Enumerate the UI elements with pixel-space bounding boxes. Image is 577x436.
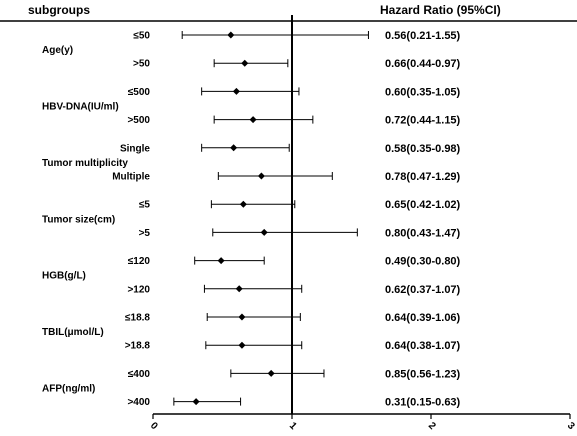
forest-row: >400 0.31(0.15-0.63) [127,397,460,409]
x-tick-label: 1 [287,420,299,432]
subgroup-label: ≤18.8 [125,313,150,324]
forest-row: >120 0.62(0.37-1.07) [127,284,460,296]
subgroup-label: ≤5 [139,200,150,211]
hr-point [249,116,257,124]
hr-value-label: 0.56(0.21-1.55) [385,30,461,42]
hr-point [257,172,265,180]
hr-point [238,341,246,349]
group-label: HGB(g/L) [42,271,86,282]
subgroup-label: ≤120 [128,256,151,267]
hr-value-label: 0.62(0.37-1.07) [385,284,461,296]
forest-row: ≤400 0.85(0.56-1.23) [128,368,461,380]
forest-rows: ≤50 0.56(0.21-1.55) >50 0.66(0.44-0.97) ≤500… [112,30,460,409]
subgroup-label: ≤400 [128,369,151,380]
hr-value-label: 0.60(0.35-1.05) [385,86,461,98]
subgroup-label: >50 [133,59,150,70]
subgroup-label: >18.8 [125,341,151,352]
forest-row: ≤5 0.65(0.42-1.02) [139,199,461,211]
forest-row: Single 0.58(0.35-0.98) [120,143,461,155]
forest-row: ≤500 0.60(0.35-1.05) [128,86,461,98]
hr-value-label: 0.80(0.43-1.47) [385,227,461,239]
forest-row: ≤50 0.56(0.21-1.55) [133,30,460,42]
hr-value-label: 0.85(0.56-1.23) [385,368,461,380]
hr-value-label: 0.78(0.47-1.29) [385,171,461,183]
group-label: Age(y) [42,45,73,56]
hr-point [232,87,240,95]
hr-point [227,31,235,39]
hr-value-label: 0.64(0.39-1.06) [385,312,461,324]
hr-point [241,59,249,67]
subgroup-label: Multiple [112,172,150,183]
x-tick-label: 3 [565,420,577,432]
group-label: HBV-DNA(IU/ml) [42,102,119,113]
group-label: TBIL(μmol/L) [42,327,104,338]
forest-row: Multiple 0.78(0.47-1.29) [112,171,460,183]
hazard-ratio-header: Hazard Ratio (95%CI) [380,3,501,17]
forest-row: ≤18.8 0.64(0.39-1.06) [125,312,461,324]
hr-point [239,200,247,208]
group-label: Tumor size(cm) [42,214,115,225]
hr-point [260,228,268,236]
subgroup-label: >5 [139,228,151,239]
forest-row: >500 0.72(0.44-1.15) [127,115,460,127]
hr-value-label: 0.64(0.38-1.07) [385,340,461,352]
hr-point [217,257,225,265]
subgroup-label: >500 [127,115,150,126]
subgroup-label: >400 [127,397,150,408]
hr-point [192,398,200,406]
subgroups-header: subgroups [28,3,90,17]
subgroup-label: ≤500 [128,87,151,98]
group-label: Tumor multiplicity [42,158,128,169]
x-tick-label: 0 [148,420,160,432]
forest-row: >18.8 0.64(0.38-1.07) [125,340,461,352]
subgroup-label: Single [120,143,150,154]
hr-value-label: 0.65(0.42-1.02) [385,199,461,211]
x-tick-label: 2 [426,420,438,432]
hr-point [230,144,238,152]
x-axis: 0 1 2 3 [148,15,577,432]
group-label: AFP(ng/ml) [42,384,95,395]
hr-value-label: 0.31(0.15-0.63) [385,397,461,409]
hr-point [235,285,243,293]
forest-row: >5 0.80(0.43-1.47) [139,227,461,239]
hr-value-label: 0.72(0.44-1.15) [385,115,461,127]
group-labels: Age(y) HBV-DNA(IU/ml) Tumor multiplicity Tu… [42,45,128,394]
hr-value-label: 0.58(0.35-0.98) [385,143,461,155]
forest-row: >50 0.66(0.44-0.97) [133,58,461,70]
hr-value-label: 0.49(0.30-0.80) [385,256,461,268]
hr-value-label: 0.66(0.44-0.97) [385,58,461,70]
subgroup-label: ≤50 [133,31,150,42]
subgroup-label: >120 [127,284,150,295]
hr-point [267,369,275,377]
hr-point [238,313,246,321]
forest-row: ≤120 0.49(0.30-0.80) [128,256,461,268]
